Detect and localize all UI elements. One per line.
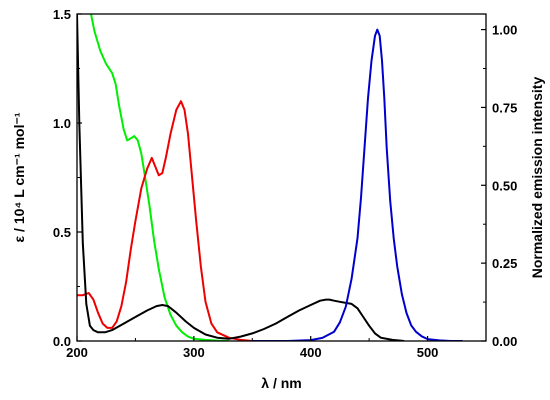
y-left-tick-label: 1.5 bbox=[53, 7, 71, 22]
y-right-tick-label: 0.75 bbox=[492, 100, 517, 115]
x-tick-label: 200 bbox=[66, 345, 88, 360]
series-layer bbox=[77, 14, 463, 341]
y-right-axis-title: Normalized emission intensity bbox=[529, 77, 545, 279]
black-curve bbox=[77, 14, 405, 341]
red-curve bbox=[77, 100, 253, 341]
y-right-tick-label: 0.25 bbox=[492, 256, 517, 271]
y-right-tick-label: 1.00 bbox=[492, 23, 517, 38]
y-left-tick-label: 0.5 bbox=[53, 225, 71, 240]
x-axis-title: λ / nm bbox=[261, 375, 301, 391]
green-curve bbox=[90, 14, 229, 341]
y-left-axis-title: ε / 10⁴ L cm⁻¹ mol⁻¹ bbox=[11, 112, 27, 242]
y-right-tick-label: 0.00 bbox=[492, 334, 517, 349]
y-left-tick-label: 0.0 bbox=[53, 334, 71, 349]
blue-emission-curve bbox=[252, 28, 463, 341]
plot-frame bbox=[76, 13, 487, 342]
y-right-tick-label: 0.50 bbox=[492, 178, 517, 193]
x-tick-label: 400 bbox=[300, 345, 322, 360]
tick-layer: 200 300 400 500 0.0 0.5 1.0 1.5 0.00 0.25 0.50 0.75… bbox=[53, 7, 517, 360]
y-left-tick-label: 1.0 bbox=[53, 116, 71, 131]
x-tick-label: 300 bbox=[183, 345, 205, 360]
x-tick-label: 500 bbox=[417, 345, 439, 360]
